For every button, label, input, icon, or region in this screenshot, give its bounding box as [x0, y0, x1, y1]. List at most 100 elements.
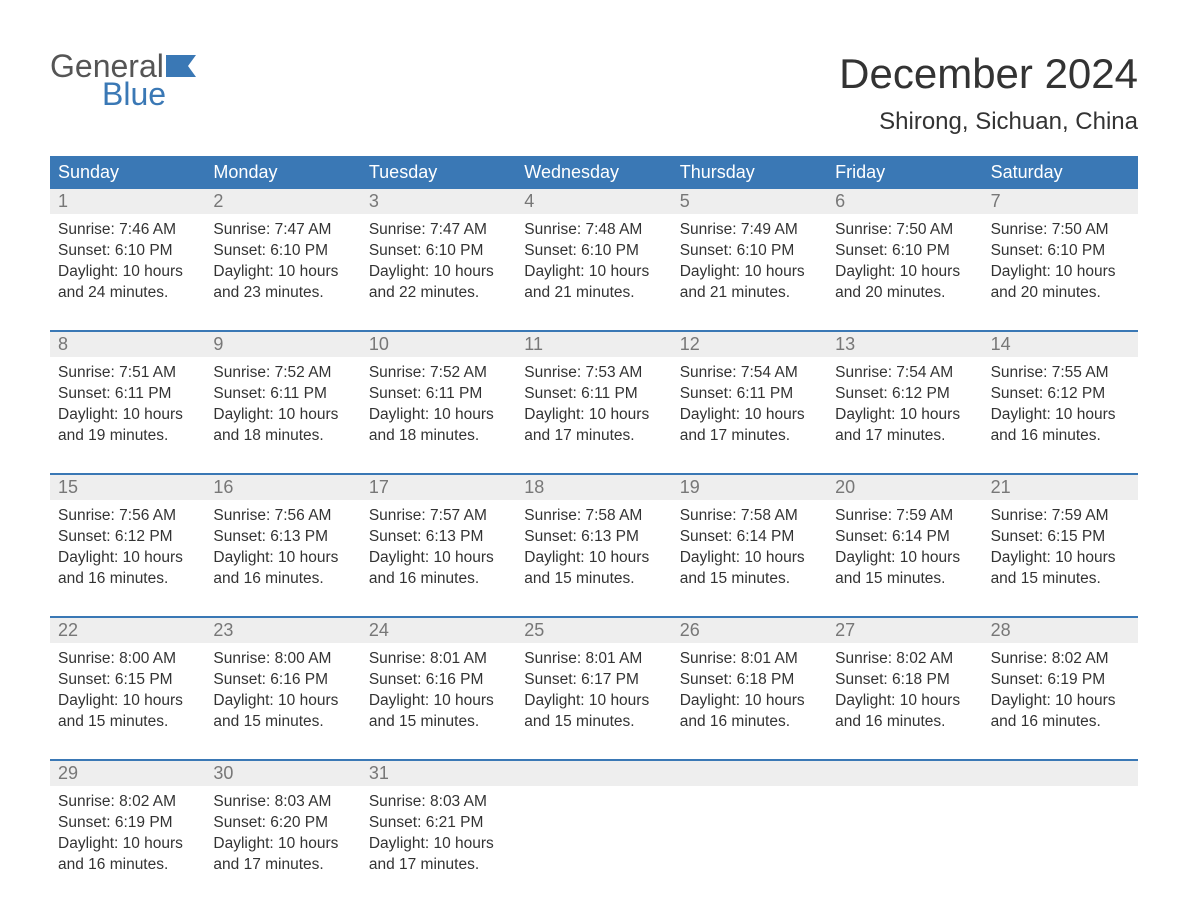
- sunrise-text: Sunrise: 8:03 AM: [213, 792, 352, 813]
- daylight-text: and 21 minutes.: [524, 283, 663, 304]
- daylight-text: and 15 minutes.: [58, 712, 197, 733]
- sunset-text: Sunset: 6:11 PM: [524, 384, 663, 405]
- daylight-text: Daylight: 10 hours: [58, 548, 197, 569]
- daylight-text: and 15 minutes.: [213, 712, 352, 733]
- daylight-text: and 16 minutes.: [213, 569, 352, 590]
- daylight-text: and 16 minutes.: [58, 569, 197, 590]
- brand-logo: General Blue: [50, 50, 196, 110]
- sunrise-text: Sunrise: 7:56 AM: [213, 506, 352, 527]
- day-cell: Sunrise: 7:47 AMSunset: 6:10 PMDaylight:…: [205, 214, 360, 314]
- sunrise-text: Sunrise: 7:57 AM: [369, 506, 508, 527]
- sunrise-text: Sunrise: 7:53 AM: [524, 363, 663, 384]
- daylight-text: and 15 minutes.: [524, 712, 663, 733]
- sunrise-text: Sunrise: 7:51 AM: [58, 363, 197, 384]
- day-number: 7: [983, 189, 1138, 214]
- sunrise-text: Sunrise: 7:50 AM: [991, 220, 1130, 241]
- day-cell: Sunrise: 7:58 AMSunset: 6:13 PMDaylight:…: [516, 500, 671, 600]
- sunset-text: Sunset: 6:12 PM: [835, 384, 974, 405]
- sunset-text: Sunset: 6:16 PM: [213, 670, 352, 691]
- day-cell: Sunrise: 7:48 AMSunset: 6:10 PMDaylight:…: [516, 214, 671, 314]
- daylight-text: and 15 minutes.: [835, 569, 974, 590]
- daylight-text: Daylight: 10 hours: [991, 405, 1130, 426]
- daylight-text: Daylight: 10 hours: [369, 405, 508, 426]
- sunrise-text: Sunrise: 8:00 AM: [213, 649, 352, 670]
- day-cell: Sunrise: 7:52 AMSunset: 6:11 PMDaylight:…: [361, 357, 516, 457]
- sunrise-text: Sunrise: 7:46 AM: [58, 220, 197, 241]
- day-cell: Sunrise: 7:59 AMSunset: 6:14 PMDaylight:…: [827, 500, 982, 600]
- day-number: 31: [361, 761, 516, 786]
- sunrise-text: Sunrise: 7:59 AM: [835, 506, 974, 527]
- daynum-row: 891011121314: [50, 332, 1138, 357]
- day-number: 8: [50, 332, 205, 357]
- daylight-text: Daylight: 10 hours: [524, 691, 663, 712]
- sunrise-text: Sunrise: 7:54 AM: [680, 363, 819, 384]
- sunset-text: Sunset: 6:13 PM: [524, 527, 663, 548]
- location-subtitle: Shirong, Sichuan, China: [839, 108, 1138, 136]
- sunrise-text: Sunrise: 7:48 AM: [524, 220, 663, 241]
- daynum-row: 15161718192021: [50, 475, 1138, 500]
- day-number: 1: [50, 189, 205, 214]
- day-number: 17: [361, 475, 516, 500]
- daylight-text: and 16 minutes.: [991, 712, 1130, 733]
- day-number: 9: [205, 332, 360, 357]
- daylight-text: and 20 minutes.: [835, 283, 974, 304]
- daylight-text: Daylight: 10 hours: [369, 548, 508, 569]
- title-block: December 2024 Shirong, Sichuan, China: [839, 50, 1138, 148]
- sunset-text: Sunset: 6:12 PM: [991, 384, 1130, 405]
- day-number: 22: [50, 618, 205, 643]
- header: General Blue December 2024 Shirong, Sich…: [50, 50, 1138, 148]
- sunrise-text: Sunrise: 8:02 AM: [835, 649, 974, 670]
- day-cell: Sunrise: 7:55 AMSunset: 6:12 PMDaylight:…: [983, 357, 1138, 457]
- day-cell: Sunrise: 7:51 AMSunset: 6:11 PMDaylight:…: [50, 357, 205, 457]
- calendar: Sunday Monday Tuesday Wednesday Thursday…: [50, 156, 1138, 886]
- sunrise-text: Sunrise: 7:58 AM: [680, 506, 819, 527]
- daylight-text: and 16 minutes.: [991, 426, 1130, 447]
- sunset-text: Sunset: 6:16 PM: [369, 670, 508, 691]
- sunset-text: Sunset: 6:10 PM: [680, 241, 819, 262]
- day-number: 28: [983, 618, 1138, 643]
- sunrise-text: Sunrise: 7:56 AM: [58, 506, 197, 527]
- day-number: 23: [205, 618, 360, 643]
- day-cell: Sunrise: 7:49 AMSunset: 6:10 PMDaylight:…: [672, 214, 827, 314]
- daylight-text: and 24 minutes.: [58, 283, 197, 304]
- daynum-row: 22232425262728: [50, 618, 1138, 643]
- day-cell: Sunrise: 8:01 AMSunset: 6:18 PMDaylight:…: [672, 643, 827, 743]
- day-number: 4: [516, 189, 671, 214]
- daylight-text: and 16 minutes.: [58, 855, 197, 876]
- sunrise-text: Sunrise: 7:52 AM: [369, 363, 508, 384]
- sunset-text: Sunset: 6:15 PM: [991, 527, 1130, 548]
- daylight-text: Daylight: 10 hours: [524, 262, 663, 283]
- day-cell: Sunrise: 7:59 AMSunset: 6:15 PMDaylight:…: [983, 500, 1138, 600]
- daylight-text: and 22 minutes.: [369, 283, 508, 304]
- daylight-text: Daylight: 10 hours: [58, 834, 197, 855]
- daylight-text: Daylight: 10 hours: [58, 691, 197, 712]
- calendar-week: 1234567Sunrise: 7:46 AMSunset: 6:10 PMDa…: [50, 189, 1138, 314]
- daylight-text: and 15 minutes.: [369, 712, 508, 733]
- sunset-text: Sunset: 6:11 PM: [369, 384, 508, 405]
- day-number: 19: [672, 475, 827, 500]
- daylight-text: Daylight: 10 hours: [213, 262, 352, 283]
- sunset-text: Sunset: 6:10 PM: [991, 241, 1130, 262]
- sunset-text: Sunset: 6:10 PM: [213, 241, 352, 262]
- sunrise-text: Sunrise: 7:50 AM: [835, 220, 974, 241]
- sunset-text: Sunset: 6:21 PM: [369, 813, 508, 834]
- day-number: 13: [827, 332, 982, 357]
- sunrise-text: Sunrise: 7:49 AM: [680, 220, 819, 241]
- day-number: 30: [205, 761, 360, 786]
- daylight-text: and 17 minutes.: [680, 426, 819, 447]
- sunrise-text: Sunrise: 8:01 AM: [680, 649, 819, 670]
- daylight-text: Daylight: 10 hours: [680, 262, 819, 283]
- daylight-text: and 20 minutes.: [991, 283, 1130, 304]
- sunset-text: Sunset: 6:10 PM: [369, 241, 508, 262]
- sunrise-text: Sunrise: 8:00 AM: [58, 649, 197, 670]
- day-number: 26: [672, 618, 827, 643]
- daylight-text: Daylight: 10 hours: [213, 691, 352, 712]
- day-number: 11: [516, 332, 671, 357]
- day-cell: Sunrise: 8:00 AMSunset: 6:15 PMDaylight:…: [50, 643, 205, 743]
- sunrise-text: Sunrise: 7:59 AM: [991, 506, 1130, 527]
- sunset-text: Sunset: 6:19 PM: [58, 813, 197, 834]
- daylight-text: and 15 minutes.: [680, 569, 819, 590]
- weekday-label: Saturday: [983, 156, 1138, 189]
- daylight-text: and 23 minutes.: [213, 283, 352, 304]
- daylight-text: Daylight: 10 hours: [213, 548, 352, 569]
